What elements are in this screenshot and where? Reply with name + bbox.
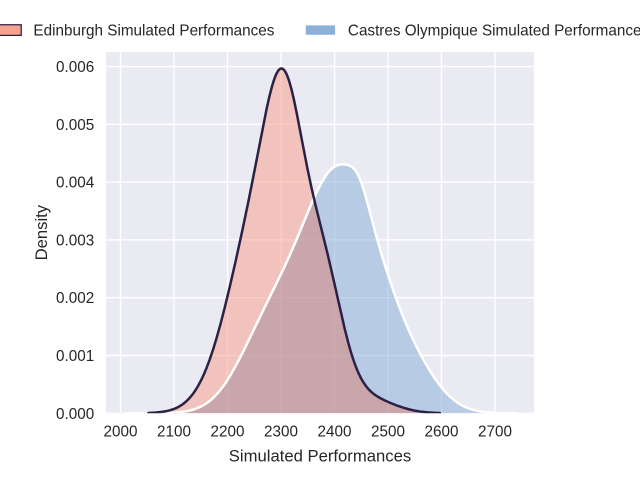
svg-text:0.005: 0.005 xyxy=(56,117,94,134)
svg-text:0.006: 0.006 xyxy=(56,59,94,76)
svg-text:Castres Olympique Simulated Pe: Castres Olympique Simulated Performances xyxy=(348,22,640,39)
svg-text:2400: 2400 xyxy=(318,424,352,441)
svg-text:0.000: 0.000 xyxy=(56,406,94,423)
svg-text:2000: 2000 xyxy=(104,424,138,441)
svg-text:2300: 2300 xyxy=(264,424,298,441)
svg-text:Density: Density xyxy=(32,204,51,260)
svg-text:2200: 2200 xyxy=(211,424,245,441)
svg-text:Simulated Performances: Simulated Performances xyxy=(229,447,411,466)
svg-text:0.004: 0.004 xyxy=(56,175,95,192)
svg-text:0.001: 0.001 xyxy=(56,348,94,365)
svg-text:Edinburgh Simulated Performanc: Edinburgh Simulated Performances xyxy=(33,22,274,39)
svg-text:2500: 2500 xyxy=(371,424,405,441)
svg-text:2100: 2100 xyxy=(157,424,191,441)
svg-text:2600: 2600 xyxy=(425,424,459,441)
svg-text:0.003: 0.003 xyxy=(56,232,94,249)
svg-text:0.002: 0.002 xyxy=(56,290,94,307)
svg-text:2700: 2700 xyxy=(478,424,512,441)
